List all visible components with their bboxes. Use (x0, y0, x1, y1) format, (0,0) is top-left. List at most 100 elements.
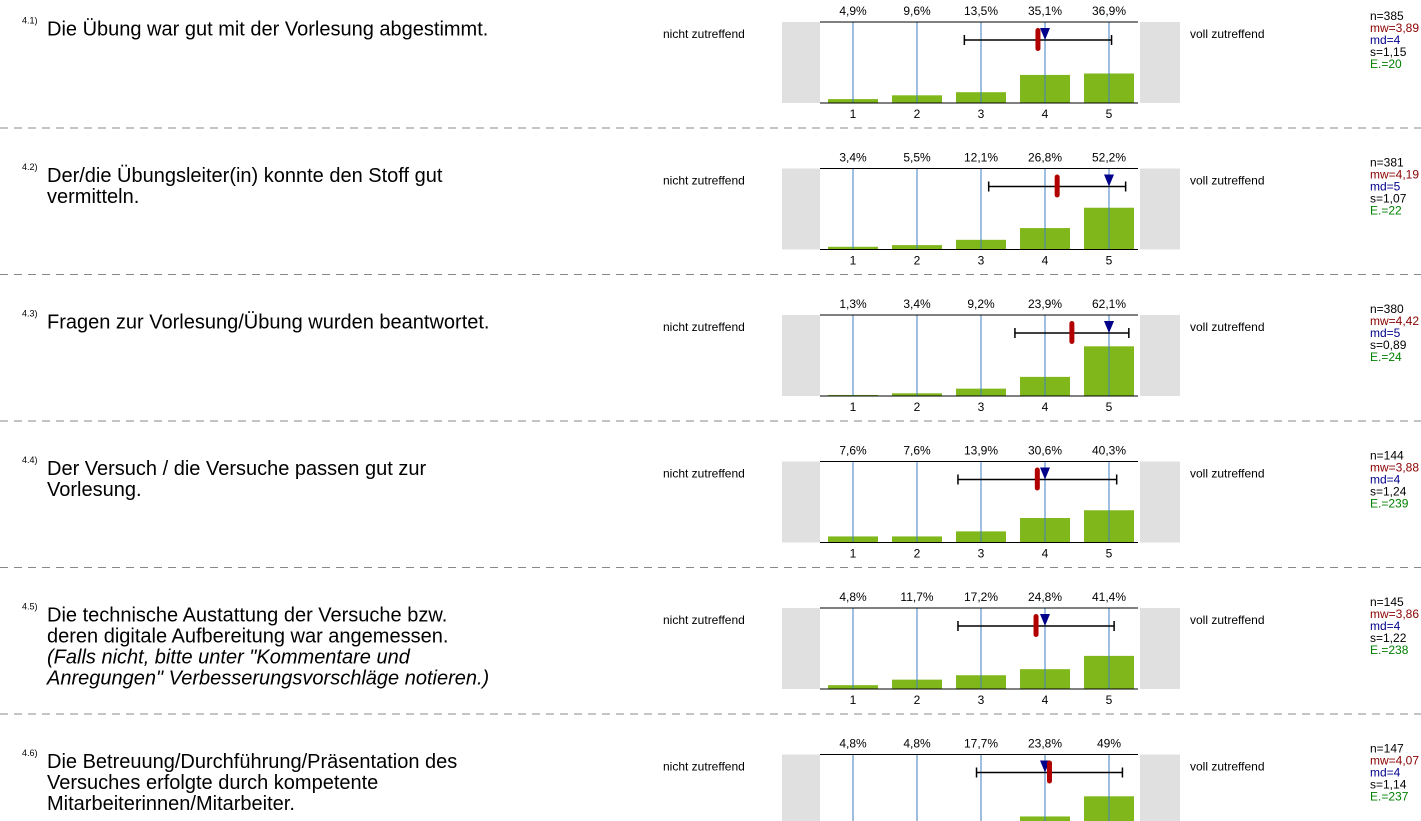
category-label: 5 (1106, 547, 1113, 561)
category-label: 4 (1042, 400, 1049, 414)
value-label: 24,8% (1028, 590, 1062, 604)
value-label: 9,6% (903, 4, 931, 18)
question-text: Die technische Austattung der Versuche b… (47, 604, 447, 626)
right-label: voll zutreffend (1190, 613, 1265, 627)
question-number: 4.2) (22, 162, 38, 172)
category-label: 1 (850, 254, 857, 268)
stat-e: E.=239 (1370, 497, 1409, 511)
left-box (782, 22, 820, 103)
value-label: 40,3% (1092, 444, 1126, 458)
question-number: 4.1) (22, 15, 38, 25)
left-label: nicht zutreffend (663, 467, 745, 481)
value-label: 17,7% (964, 737, 998, 751)
stat-s: s=1,22 (1370, 631, 1407, 645)
question-note: Anregungen" Verbesserungsvorschläge noti… (46, 667, 489, 689)
value-label: 12,1% (964, 151, 998, 165)
right-label: voll zutreffend (1190, 320, 1265, 334)
left-box (782, 315, 820, 396)
category-label: 1 (850, 693, 857, 707)
stat-n: n=147 (1370, 742, 1404, 756)
stat-e: E.=237 (1370, 790, 1409, 804)
right-box (1140, 22, 1180, 103)
median-marker (1040, 467, 1050, 480)
left-box (782, 461, 820, 543)
category-label: 5 (1106, 254, 1113, 268)
right-label: voll zutreffend (1190, 467, 1265, 481)
question-number: 4.5) (22, 601, 38, 611)
stat-md: md=5 (1370, 326, 1401, 340)
right-box (1140, 754, 1180, 821)
category-label: 4 (1042, 254, 1049, 268)
category-label: 2 (914, 693, 921, 707)
category-label: 3 (978, 547, 985, 561)
category-label: 2 (914, 547, 921, 561)
question-note: (Falls nicht, bitte unter "Kommentare un… (47, 646, 411, 668)
value-label: 52,2% (1092, 151, 1126, 165)
right-label: voll zutreffend (1190, 760, 1265, 774)
value-label: 35,1% (1028, 4, 1062, 18)
value-label: 62,1% (1092, 297, 1126, 311)
left-label: nicht zutreffend (663, 27, 745, 41)
stat-e: E.=238 (1370, 643, 1409, 657)
mean-marker (1054, 174, 1060, 198)
mean-marker (1033, 614, 1039, 637)
left-label: nicht zutreffend (663, 174, 745, 188)
question-text: Die Übung war gut mit der Vorlesung abge… (47, 18, 488, 40)
question-text: deren digitale Aufbereitung war angemess… (47, 625, 448, 647)
left-label: nicht zutreffend (663, 760, 745, 774)
value-label: 23,9% (1028, 297, 1062, 311)
value-label: 4,9% (839, 4, 867, 18)
value-label: 1,3% (839, 297, 867, 311)
left-box (782, 608, 820, 689)
stat-n: n=380 (1370, 302, 1404, 316)
right-label: voll zutreffend (1190, 27, 1265, 41)
mean-marker (1069, 321, 1075, 344)
stat-md: md=5 (1370, 180, 1401, 194)
value-label: 23,8% (1028, 737, 1062, 751)
value-label: 3,4% (903, 297, 931, 311)
value-label: 9,2% (967, 297, 995, 311)
question-text: Versuches erfolgte durch kompetente (47, 772, 378, 794)
category-label: 1 (850, 400, 857, 414)
left-box (782, 754, 820, 821)
median-marker (1104, 174, 1114, 187)
category-label: 2 (914, 400, 921, 414)
stat-e: E.=22 (1370, 204, 1402, 218)
value-label: 11,7% (900, 590, 933, 604)
category-label: 4 (1042, 693, 1049, 707)
category-label: 5 (1106, 400, 1113, 414)
stat-md: md=4 (1370, 766, 1401, 780)
stat-s: s=1,07 (1370, 192, 1407, 206)
value-label: 36,9% (1092, 4, 1126, 18)
stat-n: n=145 (1370, 595, 1404, 609)
question-text: Der/die Übungsleiter(in) konnte den Stof… (47, 165, 443, 187)
category-label: 2 (914, 254, 921, 268)
value-label: 7,6% (839, 444, 867, 458)
question-text: Vorlesung. (47, 479, 142, 501)
median-marker (1040, 614, 1050, 626)
stat-md: md=4 (1370, 33, 1401, 47)
stat-md: md=4 (1370, 473, 1401, 487)
value-label: 26,8% (1028, 151, 1062, 165)
question-text: Die Betreuung/Durchführung/Präsentation … (47, 751, 457, 773)
stat-mw: mw=4,19 (1370, 168, 1419, 182)
stat-mw: mw=4,42 (1370, 314, 1419, 328)
category-label: 5 (1106, 693, 1113, 707)
value-label: 4,8% (839, 590, 867, 604)
category-label: 2 (914, 107, 921, 121)
right-box (1140, 461, 1180, 543)
median-marker (1040, 28, 1050, 40)
value-label: 4,8% (903, 737, 931, 751)
category-label: 3 (978, 400, 985, 414)
right-label: voll zutreffend (1190, 174, 1265, 188)
category-label: 5 (1106, 107, 1113, 121)
question-text: Mitarbeiterinnen/Mitarbeiter. (47, 793, 295, 815)
left-box (782, 168, 820, 250)
left-label: nicht zutreffend (663, 320, 745, 334)
category-label: 1 (850, 107, 857, 121)
stat-n: n=385 (1370, 9, 1404, 23)
value-label: 5,5% (903, 151, 931, 165)
value-label: 17,2% (964, 590, 998, 604)
right-box (1140, 608, 1180, 689)
